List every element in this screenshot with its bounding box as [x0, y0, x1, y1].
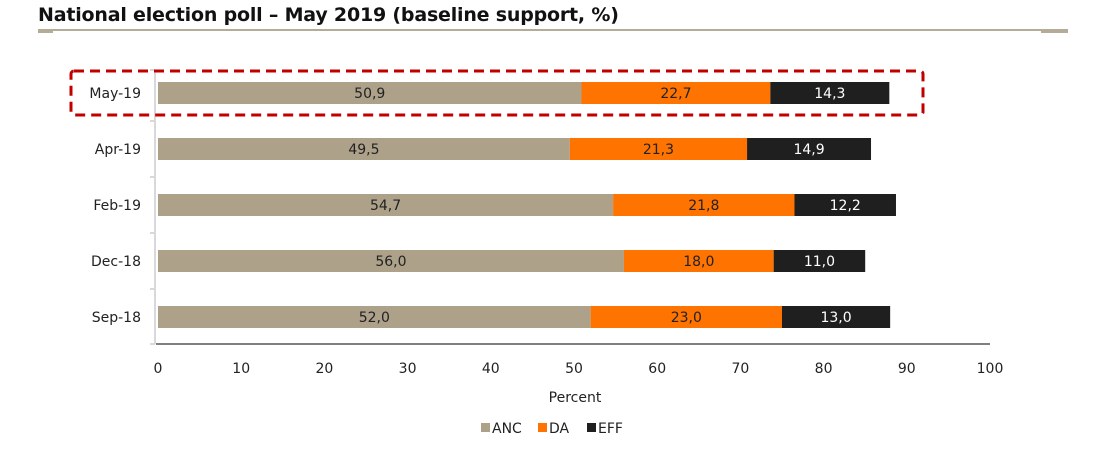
bar-da-may-19: [581, 82, 771, 104]
category-label-dec-18: Dec-18: [91, 254, 141, 270]
legend-item-anc: ANC: [481, 421, 522, 437]
data-label-anc-dec-18: 56,0: [375, 254, 406, 270]
x-tick-label: 70: [731, 361, 749, 377]
data-label-da-sep-18: 23,0: [671, 310, 702, 326]
x-tick-label: 80: [815, 361, 833, 377]
data-label-da-feb-19: 21,8: [688, 198, 719, 214]
x-tick-label: 10: [232, 361, 250, 377]
legend-item-da: DA: [538, 421, 570, 437]
x-axis-title: Percent: [549, 390, 602, 406]
legend-label-anc: ANC: [492, 421, 522, 437]
legend-label-eff: EFF: [598, 421, 623, 437]
data-label-anc-apr-19: 49,5: [348, 142, 379, 158]
x-tick-label: 40: [482, 361, 500, 377]
bar-da-apr-19: [569, 138, 748, 160]
legend-swatch-eff: [587, 423, 596, 432]
legend-swatch-anc: [481, 423, 490, 432]
bar-anc-feb-19: [158, 194, 614, 216]
bar-eff-sep-18: [782, 306, 891, 328]
legend-item-eff: EFF: [587, 421, 623, 437]
data-label-anc-may-19: 50,9: [354, 86, 385, 102]
bar-da-dec-18: [623, 250, 774, 272]
category-label-apr-19: Apr-19: [95, 142, 141, 158]
category-label-sep-18: Sep-18: [92, 310, 141, 326]
data-label-eff-apr-19: 14,9: [793, 142, 824, 158]
chart-title: National election poll – May 2019 (basel…: [38, 4, 619, 26]
x-tick-label: 100: [977, 361, 1004, 377]
title-underline-accent-left: [38, 29, 53, 33]
bar-eff-may-19: [770, 82, 890, 104]
x-axis: 0 10 20 30 40 50 60 70 80 90 100 Percent: [154, 343, 1004, 406]
highlight-dashed-box: [69, 69, 925, 117]
bar-anc-may-19: [158, 82, 582, 104]
category-label-may-19: May-19: [89, 86, 141, 102]
data-label-da-dec-18: 18,0: [683, 254, 714, 270]
data-label-eff-sep-18: 13,0: [820, 310, 851, 326]
legend: ANC DA EFF: [481, 421, 623, 437]
legend-label-da: DA: [549, 421, 570, 437]
title-underline-accent-right: [1041, 29, 1068, 33]
x-tick-label: 0: [154, 361, 163, 377]
data-label-eff-feb-19: 12,2: [830, 198, 861, 214]
category-label-feb-19: Feb-19: [93, 198, 141, 214]
bar-anc-sep-18: [158, 306, 591, 328]
bar-eff-apr-19: [747, 138, 872, 160]
data-label-eff-dec-18: 11,0: [804, 254, 835, 270]
data-label-anc-sep-18: 52,0: [359, 310, 390, 326]
bar-da-sep-18: [590, 306, 782, 328]
bar-anc-dec-18: [158, 250, 624, 272]
bars: 50,9 22,7 14,3 49,5 21,3 14,9 54,7 21,8 12,2 56,0…: [158, 82, 896, 328]
x-tick-label: 30: [399, 361, 417, 377]
data-label-da-apr-19: 21,3: [643, 142, 674, 158]
highlight-box: [69, 69, 925, 117]
bar-eff-feb-19: [794, 194, 896, 216]
x-tick-label: 50: [565, 361, 583, 377]
data-label-da-may-19: 22,7: [660, 86, 691, 102]
x-tick-label: 20: [315, 361, 333, 377]
data-label-anc-feb-19: 54,7: [370, 198, 401, 214]
bar-eff-dec-18: [773, 250, 866, 272]
bar-da-feb-19: [613, 194, 795, 216]
x-tick-label: 90: [898, 361, 916, 377]
data-label-eff-may-19: 14,3: [814, 86, 845, 102]
x-tick-label: 60: [648, 361, 666, 377]
y-axis: May-19 Apr-19 Feb-19 Dec-18 Sep-18: [89, 69, 156, 345]
title-underline: [38, 29, 1068, 31]
legend-swatch-da: [538, 423, 547, 432]
bar-anc-apr-19: [158, 138, 570, 160]
